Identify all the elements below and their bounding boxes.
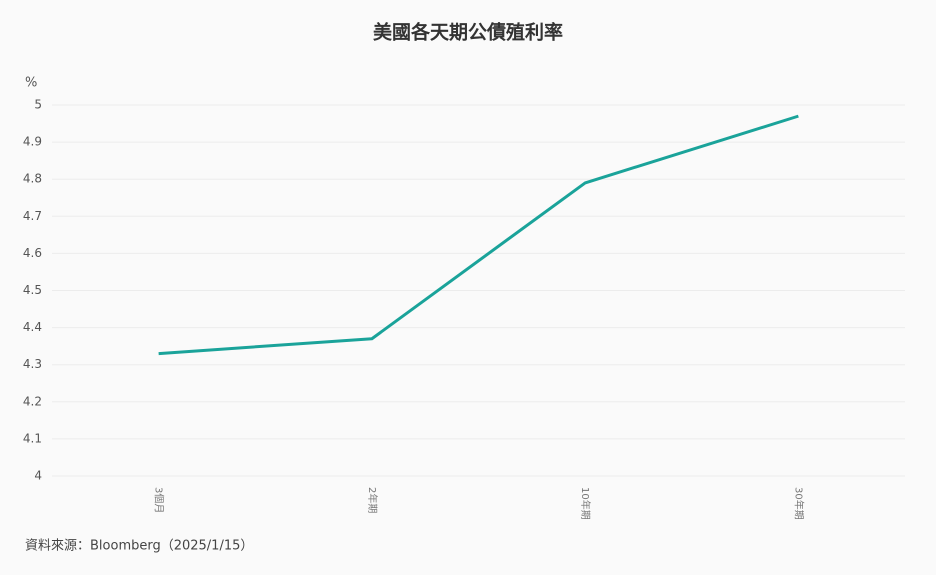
x-tick-label: 30年期 (792, 487, 805, 520)
x-tick-label: 3個月 (153, 487, 166, 513)
y-tick-label: 4.4 (23, 320, 42, 334)
y-tick-label: 4 (34, 469, 42, 483)
data-line (158, 114, 799, 356)
y-tick-label: 4.3 (23, 357, 42, 371)
x-tick-label: 2年期 (366, 487, 379, 513)
x-tick-label: 10年期 (579, 487, 592, 520)
y-axis-label: % (25, 76, 37, 91)
y-tick-label: 5 (34, 98, 42, 112)
y-tick-label: 4.1 (23, 431, 42, 445)
chart-title: 美國各天期公債殖利率 (373, 21, 563, 44)
y-tick-label: 4.9 (23, 135, 42, 149)
y-tick-label: 4.2 (23, 394, 42, 408)
y-tick-label: 4.7 (23, 209, 42, 223)
y-tick-label: 4.5 (23, 283, 42, 297)
source-note: 資料來源：Bloomberg（2025/1/15） (25, 539, 253, 554)
y-tick-label: 4.6 (23, 246, 42, 260)
y-tick-label: 4.8 (23, 172, 42, 186)
